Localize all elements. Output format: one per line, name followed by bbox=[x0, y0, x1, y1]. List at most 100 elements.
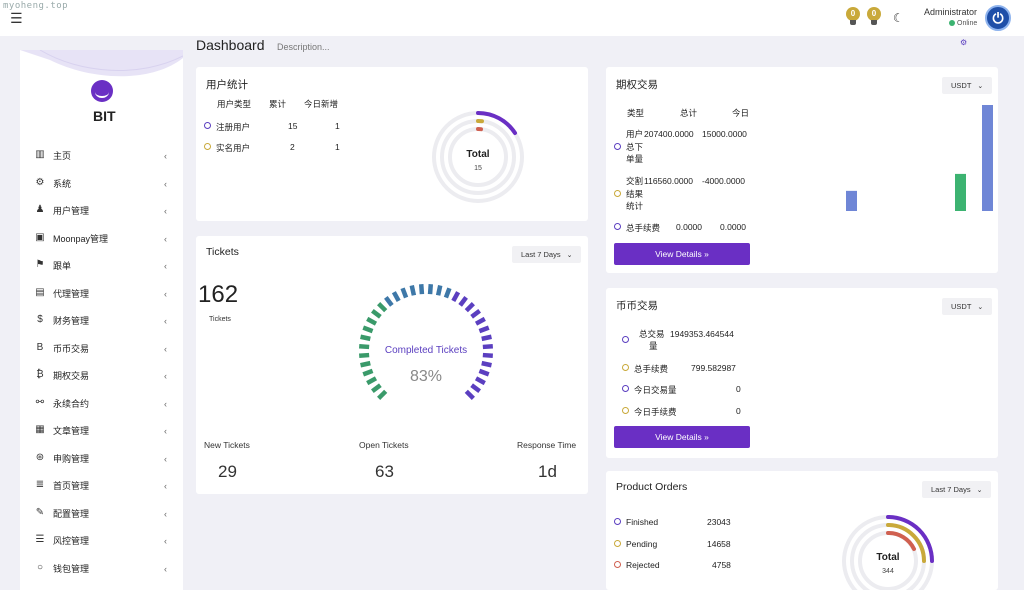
top-bar: ☰ 0 0 ☾ Administrator Online ⏻ bbox=[0, 0, 1024, 36]
legend-ring bbox=[614, 518, 621, 525]
sidebar-item-label: 首页管理 bbox=[53, 481, 90, 491]
medal-badge-1[interactable]: 0 bbox=[846, 7, 860, 25]
list-indent-icon: ☰ bbox=[35, 534, 45, 545]
table-row: 今日交易量 0 bbox=[622, 384, 741, 395]
avatar[interactable]: ⏻ bbox=[985, 5, 1011, 31]
col-header: 累计 bbox=[269, 99, 287, 109]
medal-badge-2[interactable]: 0 bbox=[867, 7, 881, 25]
sidebar-item-label: 系统 bbox=[53, 178, 72, 189]
legend-ring bbox=[614, 223, 621, 230]
row-today: 15000.0000 bbox=[702, 129, 747, 139]
legend-ring bbox=[622, 385, 629, 392]
page-description: Description... bbox=[277, 42, 330, 52]
legend-ring bbox=[614, 143, 621, 150]
row-value: 0 bbox=[736, 384, 741, 394]
legend-ring bbox=[614, 190, 621, 197]
sidebar-item-label: 代理管理 bbox=[53, 288, 90, 299]
flag-icon: ⚑ bbox=[35, 259, 45, 270]
product-orders-card: Product Orders Last 7 Days ⌄ Finished 230… bbox=[606, 471, 998, 590]
table-row: 总手续费 0.0000 0.0000 bbox=[614, 222, 746, 233]
sidebar-item[interactable]: ⚑ 跟单 ‹ bbox=[34, 258, 169, 286]
settings-icon[interactable]: ⚙ bbox=[960, 38, 968, 47]
dollar-icon: $ bbox=[37, 314, 43, 325]
col-header: 今日新增 bbox=[304, 99, 339, 109]
sidebar-item[interactable]: ⚯ 永续合约 ‹ bbox=[34, 396, 169, 424]
sidebar-item[interactable]: ♟ 用户管理 ‹ bbox=[34, 203, 169, 231]
sidebar-item-label: 申购管理 bbox=[53, 453, 90, 464]
row-label: Rejected bbox=[626, 560, 660, 570]
gauge-tick bbox=[377, 389, 388, 400]
tickets-card: Tickets Last 7 Days ⌄ 162 Tickets Complet… bbox=[196, 236, 588, 494]
bar bbox=[955, 173, 966, 211]
sidebar-item[interactable]: $ 财务管理 ‹ bbox=[34, 313, 169, 341]
range-select[interactable]: Last 7 Days ⌄ bbox=[922, 481, 992, 498]
link-icon: ⚯ bbox=[35, 396, 45, 408]
gear-icon: ⚙ bbox=[35, 176, 45, 188]
chevron-left-icon: ‹ bbox=[164, 426, 167, 436]
brand-name: BIT bbox=[93, 108, 116, 124]
sidebar-item[interactable]: ▥ 主页 ‹ bbox=[34, 148, 169, 176]
gauge-tick bbox=[391, 291, 401, 303]
row-total: 15 bbox=[288, 121, 298, 131]
chevron-down-icon: ⌄ bbox=[566, 252, 573, 259]
gauge-tick bbox=[478, 368, 490, 377]
online-dot bbox=[949, 20, 955, 26]
chevron-left-icon: ‹ bbox=[164, 563, 167, 574]
sidebar-item-label: 永续合约 bbox=[53, 398, 90, 409]
sidebar-item[interactable]: ₿ 期权交易 ‹ bbox=[34, 368, 169, 396]
user-icon: ♟ bbox=[35, 204, 45, 215]
table-row: Rejected 4758 bbox=[614, 560, 731, 570]
brand-logo[interactable] bbox=[91, 80, 113, 102]
user-name[interactable]: Administrator bbox=[924, 7, 978, 17]
gauge-tick bbox=[482, 343, 493, 350]
chevrons-right-icon: » bbox=[704, 249, 709, 259]
sidebar-item[interactable]: ○ 钱包管理 ‹ bbox=[34, 561, 169, 589]
sidebar-wave-decoration bbox=[20, 50, 183, 77]
sidebar-item[interactable]: ▣ Moonpay管理 ‹ bbox=[34, 231, 169, 259]
currency-select[interactable]: USDT ⌄ bbox=[942, 298, 993, 315]
stat-label: Response Time bbox=[517, 440, 577, 450]
sidebar-item-label: 钱包管理 bbox=[53, 563, 90, 574]
sidebar-item[interactable]: ☰ 风控管理 ‹ bbox=[34, 533, 169, 561]
gauge-tick bbox=[359, 352, 370, 359]
view-details-button[interactable]: View Details » bbox=[614, 243, 750, 265]
card-title: 期权交易 bbox=[616, 79, 658, 91]
range-select[interactable]: Last 7 Days ⌄ bbox=[512, 246, 582, 263]
gauge-tick bbox=[443, 287, 452, 299]
sidebar-item[interactable]: ⊛ 申购管理 ‹ bbox=[34, 451, 169, 479]
sidebar-item[interactable]: ▦ 文章管理 ‹ bbox=[34, 423, 169, 451]
news-icon: ▦ bbox=[35, 424, 45, 435]
row-type-line: 结果 bbox=[626, 188, 644, 199]
menu-icon[interactable]: ☰ bbox=[10, 10, 23, 26]
donut-arc-rejected bbox=[886, 530, 916, 551]
col-header: 用户类型 bbox=[217, 99, 252, 109]
id-card-icon: ▤ bbox=[35, 286, 45, 298]
sidebar-item[interactable]: B 币币交易 ‹ bbox=[34, 341, 169, 369]
spot-trading-card: 币币交易 USDT ⌄ 总交易 量 1949353.464544 总手续费 799… bbox=[606, 288, 998, 458]
chevron-left-icon: ‹ bbox=[164, 316, 167, 326]
donut-arc-registered bbox=[476, 110, 517, 135]
gauge-tick bbox=[366, 316, 378, 326]
chevron-left-icon: ‹ bbox=[164, 151, 167, 161]
currency-select[interactable]: USDT ⌄ bbox=[942, 77, 993, 94]
col-header: 总计 bbox=[680, 108, 698, 118]
sidebar-item[interactable]: ▤ 代理管理 ‹ bbox=[34, 286, 169, 314]
sidebar-item[interactable]: ⚙ 系统 ‹ bbox=[34, 176, 169, 204]
row-label: 总手续费 bbox=[634, 364, 669, 374]
chevron-left-icon: ‹ bbox=[164, 288, 167, 299]
sidebar-item[interactable]: ≣ 首页管理 ‹ bbox=[34, 478, 169, 506]
gauge-tick bbox=[474, 316, 486, 326]
card-title: Tickets bbox=[206, 246, 239, 258]
sidebar-item-label: 期权交易 bbox=[53, 371, 90, 381]
gauge-tick bbox=[362, 368, 374, 377]
table-row: 总手续费 799.582987 bbox=[622, 363, 736, 374]
view-details-button[interactable]: View Details » bbox=[614, 426, 750, 448]
sidebar-item[interactable]: ✎ 配置管理 ‹ bbox=[34, 506, 169, 534]
chevron-left-icon: ‹ bbox=[164, 261, 167, 271]
chevron-left-icon: ‹ bbox=[164, 481, 167, 491]
chevron-left-icon: ‹ bbox=[164, 233, 167, 244]
moon-icon[interactable]: ☾ bbox=[893, 11, 904, 25]
user-stats-card: 用户统计 用户类型 累计 今日新增 注册用户 15 1 实名用户 2 1 Tot… bbox=[196, 67, 588, 221]
card-title: 币币交易 bbox=[616, 300, 658, 312]
sidebar-item-label: 风控管理 bbox=[53, 536, 90, 546]
